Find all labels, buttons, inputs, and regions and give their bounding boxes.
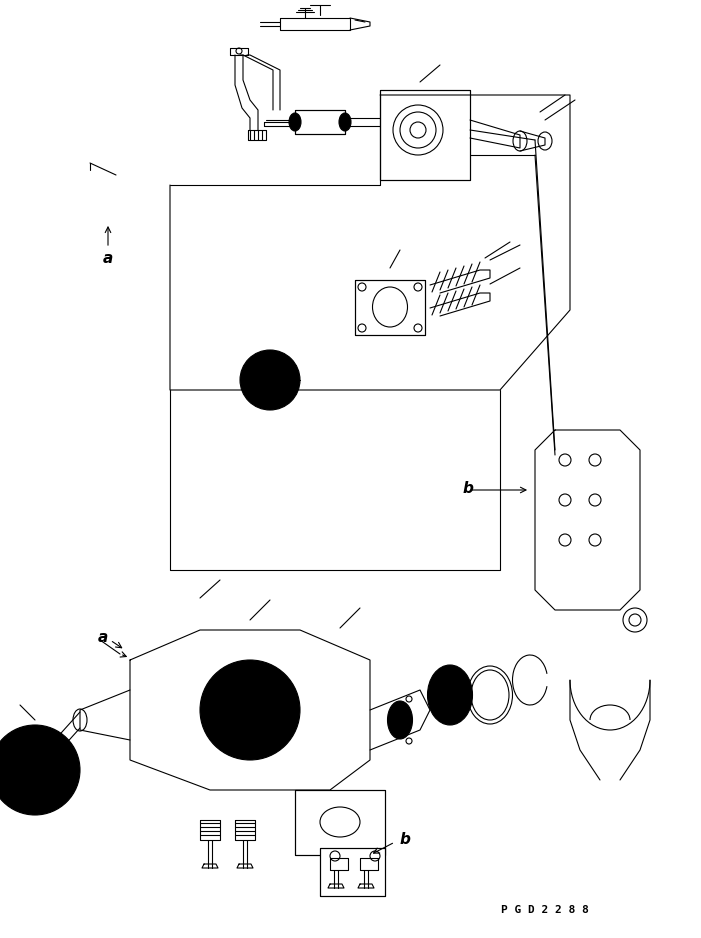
Ellipse shape [289, 113, 301, 131]
Text: b: b [463, 480, 473, 495]
Text: a: a [98, 630, 108, 645]
Ellipse shape [388, 701, 412, 739]
Bar [320, 848, 385, 896]
Bar [295, 790, 385, 855]
Circle shape [200, 660, 300, 760]
Bar [380, 90, 470, 180]
Ellipse shape [339, 113, 351, 131]
Ellipse shape [260, 360, 280, 400]
Text: b: b [400, 833, 411, 848]
Circle shape [0, 725, 80, 815]
Text: P G D 2 2 8 8: P G D 2 2 8 8 [501, 904, 589, 915]
Bar [355, 280, 425, 335]
Bar [295, 110, 345, 134]
Text: a: a [103, 250, 113, 265]
Ellipse shape [428, 665, 472, 725]
Circle shape [240, 350, 300, 410]
